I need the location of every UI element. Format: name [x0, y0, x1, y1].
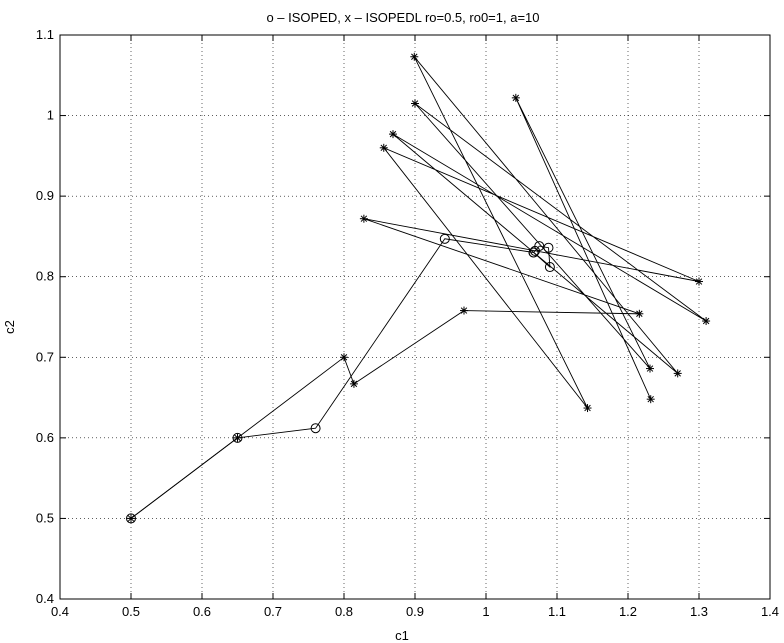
star-marker — [388, 130, 397, 139]
x-tick-label: 1.2 — [619, 604, 637, 619]
y-tick-label: 0.4 — [36, 591, 54, 606]
x-tick-label: 0.8 — [335, 604, 353, 619]
circle-marker — [544, 262, 555, 273]
series-star — [127, 52, 711, 523]
y-tick-label: 0.7 — [36, 349, 54, 364]
grid — [60, 35, 770, 599]
x-tick-label: 1.1 — [548, 604, 566, 619]
x-tick-label: 0.4 — [51, 604, 69, 619]
star-marker — [646, 395, 655, 404]
star-marker — [379, 143, 388, 152]
star-marker — [349, 379, 358, 388]
x-tick-label: 0.5 — [122, 604, 140, 619]
x-tick-label: 1 — [482, 604, 489, 619]
x-tick-label: 0.9 — [406, 604, 424, 619]
circle-marker — [529, 245, 540, 256]
star-marker — [127, 514, 135, 523]
series-circle — [126, 233, 555, 524]
x-tick-label: 1.3 — [690, 604, 708, 619]
star-marker — [233, 433, 242, 442]
y-tick-label: 0.8 — [36, 269, 54, 284]
star-marker — [459, 306, 468, 315]
x-tick-label: 0.7 — [264, 604, 282, 619]
circle-marker — [310, 423, 321, 434]
star-marker — [635, 309, 644, 318]
y-tick-label: 0.9 — [36, 188, 54, 203]
series-line — [130, 56, 707, 519]
data-series — [126, 52, 711, 524]
y-tick-label: 1.1 — [36, 27, 54, 42]
circle-marker — [232, 432, 243, 443]
y-axis-label: c2 — [2, 320, 17, 334]
star-marker — [695, 277, 703, 286]
y-tick-label: 0.5 — [36, 510, 54, 525]
star-marker — [673, 369, 682, 378]
star-marker — [411, 99, 419, 108]
y-tick-label: 0.6 — [36, 430, 54, 445]
x-axis-label: c1 — [395, 628, 409, 643]
star-marker — [702, 317, 711, 326]
x-tick-label: 0.6 — [193, 604, 211, 619]
circle-marker — [528, 247, 539, 258]
circle-marker — [543, 242, 554, 253]
star-marker — [359, 214, 368, 223]
chart-title: o – ISOPED, x – ISOPEDL ro=0.5, ro0=1, a… — [266, 10, 539, 25]
series-line — [130, 238, 551, 519]
circle-marker — [126, 513, 136, 524]
circle-marker — [439, 233, 450, 244]
star-marker — [583, 404, 592, 413]
x-tick-label: 1.4 — [761, 604, 779, 619]
star-marker — [340, 353, 348, 362]
star-marker — [511, 93, 520, 102]
star-marker — [410, 52, 419, 61]
axis-ticks: 0.4 0.5 0.6 0.7 0.8 0.9 1 1.1 1.2 1.3 1.4 0.4 0.5 0.6… — [36, 27, 779, 619]
star-marker — [646, 364, 655, 373]
y-tick-label: 1 — [47, 108, 54, 123]
